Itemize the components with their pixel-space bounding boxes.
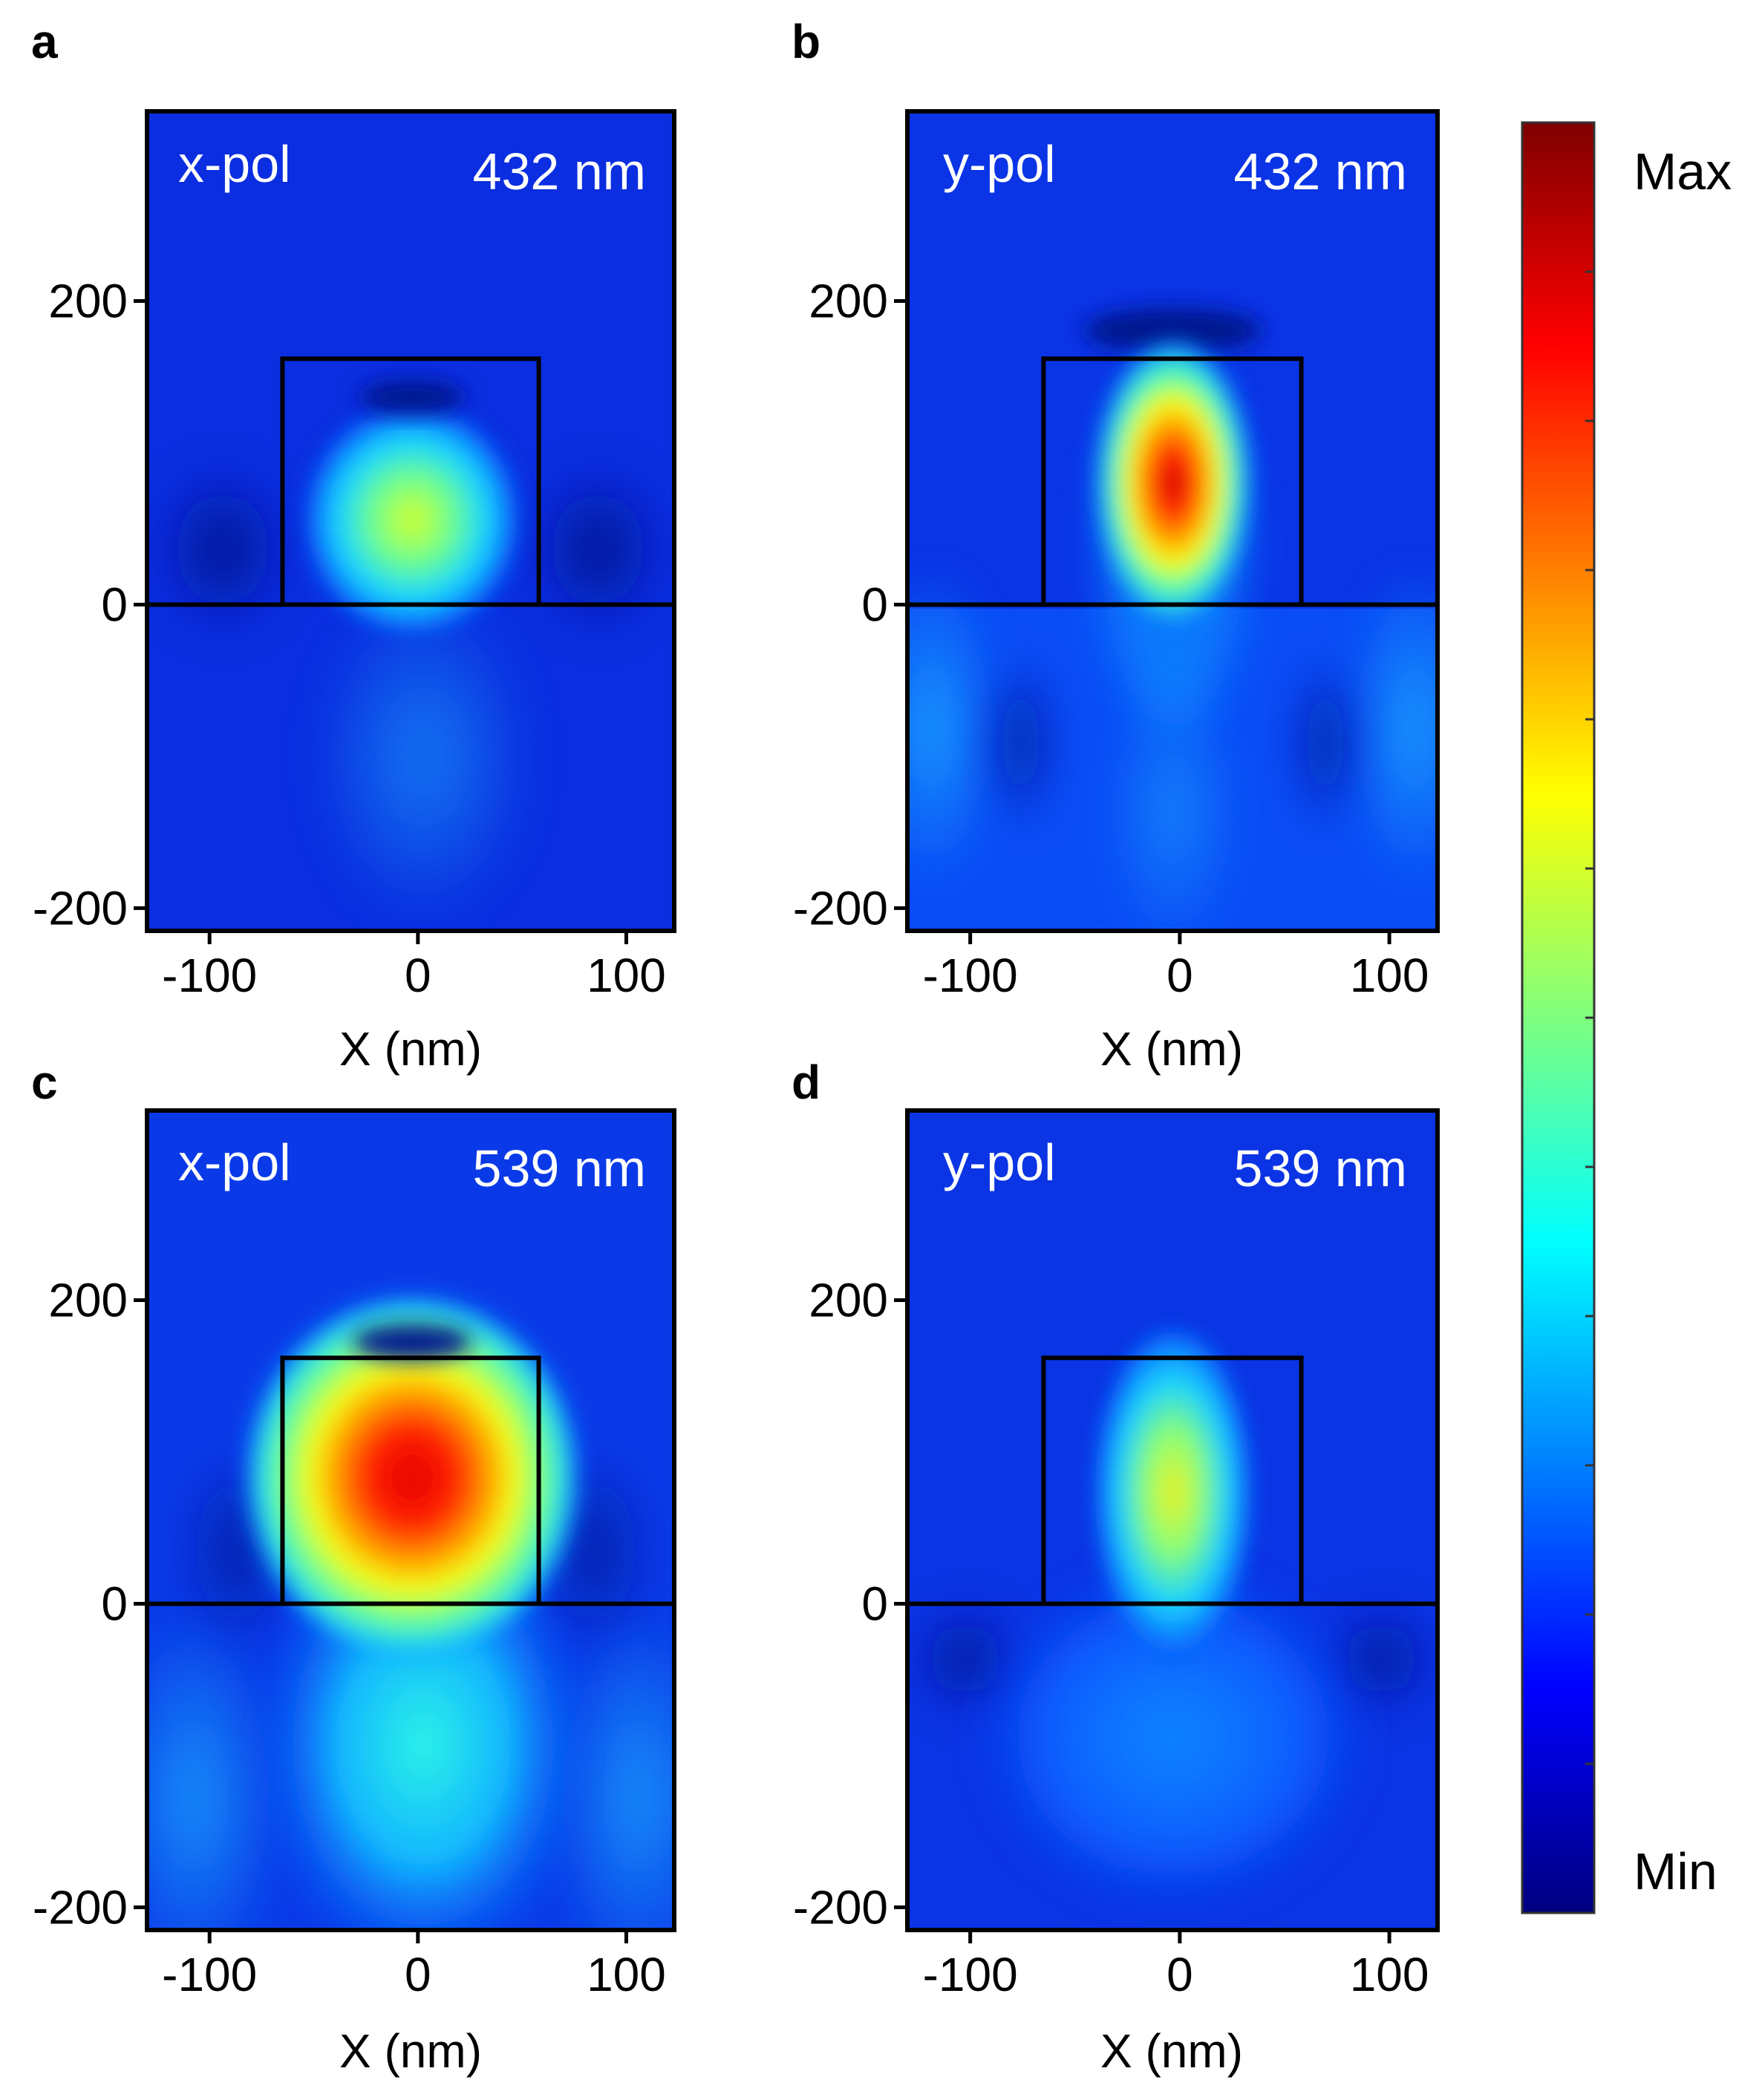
plot-frame-c [145, 1108, 676, 1932]
x-axis-label-d: X (nm) [1100, 2024, 1243, 2078]
y-tick-label-c: -200 [33, 1880, 128, 1934]
panel-letter-c: c [31, 1056, 58, 1109]
x-tick-label-c: -100 [162, 1948, 257, 2001]
panel-letter-d: d [792, 1056, 820, 1109]
field-map-c [147, 1110, 674, 1930]
panel-letter-a: a [31, 15, 58, 68]
y-tick-label-d: 0 [861, 1577, 888, 1630]
x-axis-label-a: X (nm) [339, 1022, 482, 1076]
panel-b: y-pol 432 nm -100 0 100 -200 0 200 X (nm) b [792, 15, 1440, 1076]
polarization-label-a: x-pol [178, 135, 291, 193]
panel-d: y-pol 539 nm -100 0 100 -200 0 200 X (nm) d [792, 1056, 1440, 2078]
y-tick-label-d: -200 [793, 1880, 888, 1934]
x-tick-label-a: 100 [587, 949, 666, 1002]
x-axis-label-b: X (nm) [1100, 1022, 1243, 1076]
axis-ticks-d: -100 0 100 -200 0 200 [793, 1274, 1429, 2001]
x-tick-label-a: -100 [162, 949, 257, 1002]
plot-frame-a [145, 109, 676, 933]
x-tick-label-b: 0 [1166, 949, 1193, 1002]
y-tick-label-b: 0 [861, 578, 888, 631]
wavelength-label-b: 432 nm [1234, 143, 1407, 200]
x-tick-label-d: -100 [923, 1948, 1018, 2001]
x-tick-label-b: -100 [923, 949, 1018, 1002]
colorbar-gradient [1521, 121, 1596, 1914]
y-tick-label-c: 0 [101, 1577, 128, 1630]
wavelength-label-a: 432 nm [473, 143, 646, 200]
x-tick-label-d: 0 [1166, 1948, 1193, 2001]
polarization-label-c: x-pol [178, 1134, 291, 1191]
x-tick-label-c: 100 [587, 1948, 666, 2001]
axis-ticks-b: -100 0 100 -200 0 200 [793, 275, 1429, 1002]
y-tick-label-d: 200 [809, 1274, 888, 1327]
x-tick-label-a: 0 [405, 949, 431, 1002]
plot-frame-b [905, 109, 1440, 933]
colorbar-max-label: Max [1634, 143, 1732, 200]
colorbar: Max Min [1521, 121, 1732, 1914]
y-tick-label-a: -200 [33, 881, 128, 935]
field-map-a [147, 111, 674, 931]
wavelength-label-d: 539 nm [1234, 1139, 1407, 1197]
colorbar-min-label: Min [1634, 1842, 1717, 1900]
x-tick-label-d: 100 [1350, 1948, 1429, 2001]
wavelength-label-c: 539 nm [473, 1139, 646, 1197]
polarization-label-b: y-pol [943, 135, 1056, 193]
x-axis-label-c: X (nm) [339, 2024, 482, 2078]
panel-c: x-pol 539 nm -100 0 100 -200 0 200 X (nm) c [31, 1056, 676, 2078]
y-tick-label-c: 200 [48, 1274, 128, 1327]
y-tick-label-a: 200 [48, 275, 128, 328]
plot-frame-d [905, 1108, 1440, 1932]
field-map-d [907, 1110, 1438, 1930]
y-tick-label-b: 200 [809, 275, 888, 328]
axis-ticks-a: -100 0 100 -200 0 200 [33, 275, 666, 1002]
x-tick-label-c: 0 [405, 1948, 431, 2001]
field-map-b [907, 111, 1438, 931]
panel-a: x-pol 432 nm -100 0 100 -200 0 200 X (nm) a [31, 15, 676, 1076]
x-tick-label-b: 100 [1350, 949, 1429, 1002]
polarization-label-d: y-pol [943, 1134, 1056, 1191]
colorbar-ticks [1585, 270, 1594, 1765]
axis-ticks-c: -100 0 100 -200 0 200 [33, 1274, 666, 2001]
y-tick-label-a: 0 [101, 578, 128, 631]
y-tick-label-b: -200 [793, 881, 888, 935]
panel-letter-b: b [792, 15, 820, 68]
